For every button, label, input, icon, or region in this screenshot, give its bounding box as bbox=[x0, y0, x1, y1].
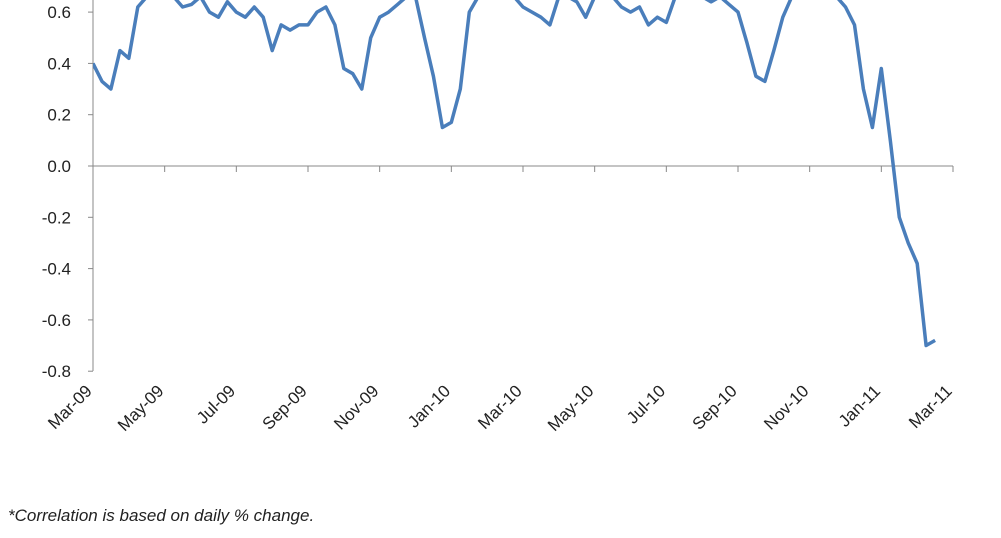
x-tick-label: May-09 bbox=[114, 381, 168, 435]
x-tick-label: Sep-09 bbox=[259, 381, 311, 433]
x-tick-label: May-10 bbox=[544, 381, 598, 435]
y-tick-label: -0.6 bbox=[42, 311, 71, 330]
x-tick-label: Jan-11 bbox=[835, 381, 884, 430]
y-tick-label: 0.4 bbox=[47, 54, 71, 73]
series-line bbox=[93, 0, 936, 348]
chart: -0.8 -0.6 -0.4 -0.2 0.0 0.2 0.4 0.6 Mar-09 May-09… bbox=[42, 0, 956, 435]
x-tick-label: Mar-11 bbox=[905, 381, 956, 432]
y-tick-label: 0.6 bbox=[47, 3, 71, 22]
y-tick-label: -0.8 bbox=[42, 362, 71, 381]
x-tick-label: Sep-10 bbox=[689, 381, 741, 433]
plot bbox=[93, 0, 936, 348]
x-tick-label: Nov-10 bbox=[760, 381, 812, 433]
y-tick-label: -0.2 bbox=[42, 208, 71, 227]
y-tick-label: -0.4 bbox=[42, 260, 71, 279]
x-tick-label: Mar-10 bbox=[474, 381, 526, 433]
y-tick-label: 0.0 bbox=[47, 157, 71, 176]
x-tick-label: Jul-09 bbox=[193, 381, 239, 427]
x-tick-label: Mar-09 bbox=[44, 381, 96, 433]
x-tick-label: Jan-10 bbox=[404, 381, 454, 431]
x-tick-label: Jul-10 bbox=[623, 381, 669, 427]
footnote: *Correlation is based on daily % change. bbox=[8, 506, 315, 525]
x-tick-label: Nov-09 bbox=[330, 381, 382, 433]
y-tick-label: 0.2 bbox=[47, 106, 71, 125]
